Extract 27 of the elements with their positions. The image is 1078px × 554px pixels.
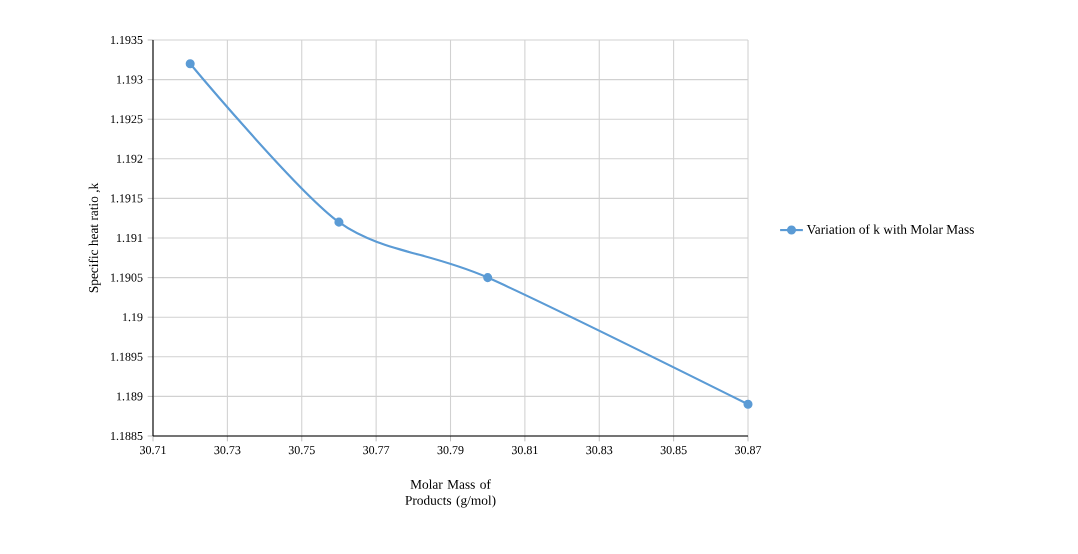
point [185, 59, 195, 69]
point [334, 217, 344, 227]
y-tick-label: 1.1895 [111, 352, 143, 361]
x-tick-label: 30.83 [586, 446, 613, 455]
y-tick-label: 1.1935 [111, 35, 143, 45]
y-tick-label: 1.1925 [111, 115, 143, 124]
x-tick-label: 30.87 [735, 446, 762, 455]
y-tick-label: 1.189 [117, 392, 143, 401]
y-tick-label: 1.1915 [111, 194, 143, 203]
x-tick-label: 30.71 [140, 446, 166, 455]
y-tick-label: 1.191 [117, 233, 143, 243]
x-axis-title: Molar Mass of Products (g/mol) [405, 479, 496, 508]
point [743, 399, 753, 409]
y-tick-label: 1.19 [123, 313, 143, 322]
point [483, 273, 493, 283]
y-tick-label: 1.1885 [111, 431, 143, 441]
x-tick-label: 30.79 [437, 446, 464, 455]
x-tick-label: 30.81 [511, 446, 538, 455]
y-tick-label: 1.193 [117, 75, 143, 84]
x-tick-label: 30.75 [288, 446, 315, 455]
y-tick-label: 1.1905 [111, 273, 143, 282]
legend-label: Variation of k with Molar Mass [806, 224, 974, 234]
x-tick-label: 30.85 [660, 446, 687, 455]
x-tick-label: 30.73 [214, 446, 241, 455]
y-tick-label: 1.192 [117, 154, 143, 163]
x-tick-label: 30.77 [363, 446, 390, 455]
y-axis-title: Specific heat ratio ,k [88, 182, 101, 293]
